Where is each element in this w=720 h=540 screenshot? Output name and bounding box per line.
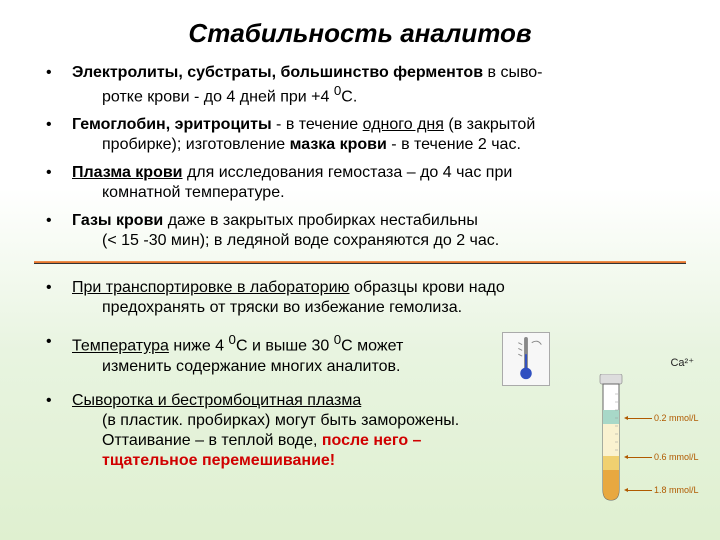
bullet-list-top: Электролиты, субстраты, большинство ферм… — [34, 63, 686, 251]
illustration-area: Ca²⁺ 0.2 mmol/L0.6 mmol/L1.8 mmol/L — [498, 332, 694, 512]
slide-title: Стабильность аналитов — [34, 18, 686, 49]
bullet-item: Электролиты, субстраты, большинство ферм… — [34, 63, 686, 107]
bullet-item: Газы крови даже в закрытых пробирках нес… — [34, 211, 686, 251]
test-tube-icon — [596, 374, 626, 502]
bullet-item: Гемоглобин, эритроциты - в течение одног… — [34, 115, 686, 155]
bullet-item: При транспортировке в лабораторию образц… — [34, 278, 686, 318]
bullet-item: Плазма крови для исследования гемостаза … — [34, 163, 686, 203]
thermometer-icon — [502, 332, 550, 386]
tube-level-label: 0.6 mmol/L — [654, 452, 699, 462]
tube-arrow — [628, 418, 652, 419]
tube-level-label: 0.2 mmol/L — [654, 413, 699, 423]
tube-level-label: 1.8 mmol/L — [654, 485, 699, 495]
divider — [34, 261, 686, 264]
tube-arrow — [628, 490, 652, 491]
calcium-label: Ca²⁺ — [670, 356, 694, 369]
tube-arrow — [628, 457, 652, 458]
